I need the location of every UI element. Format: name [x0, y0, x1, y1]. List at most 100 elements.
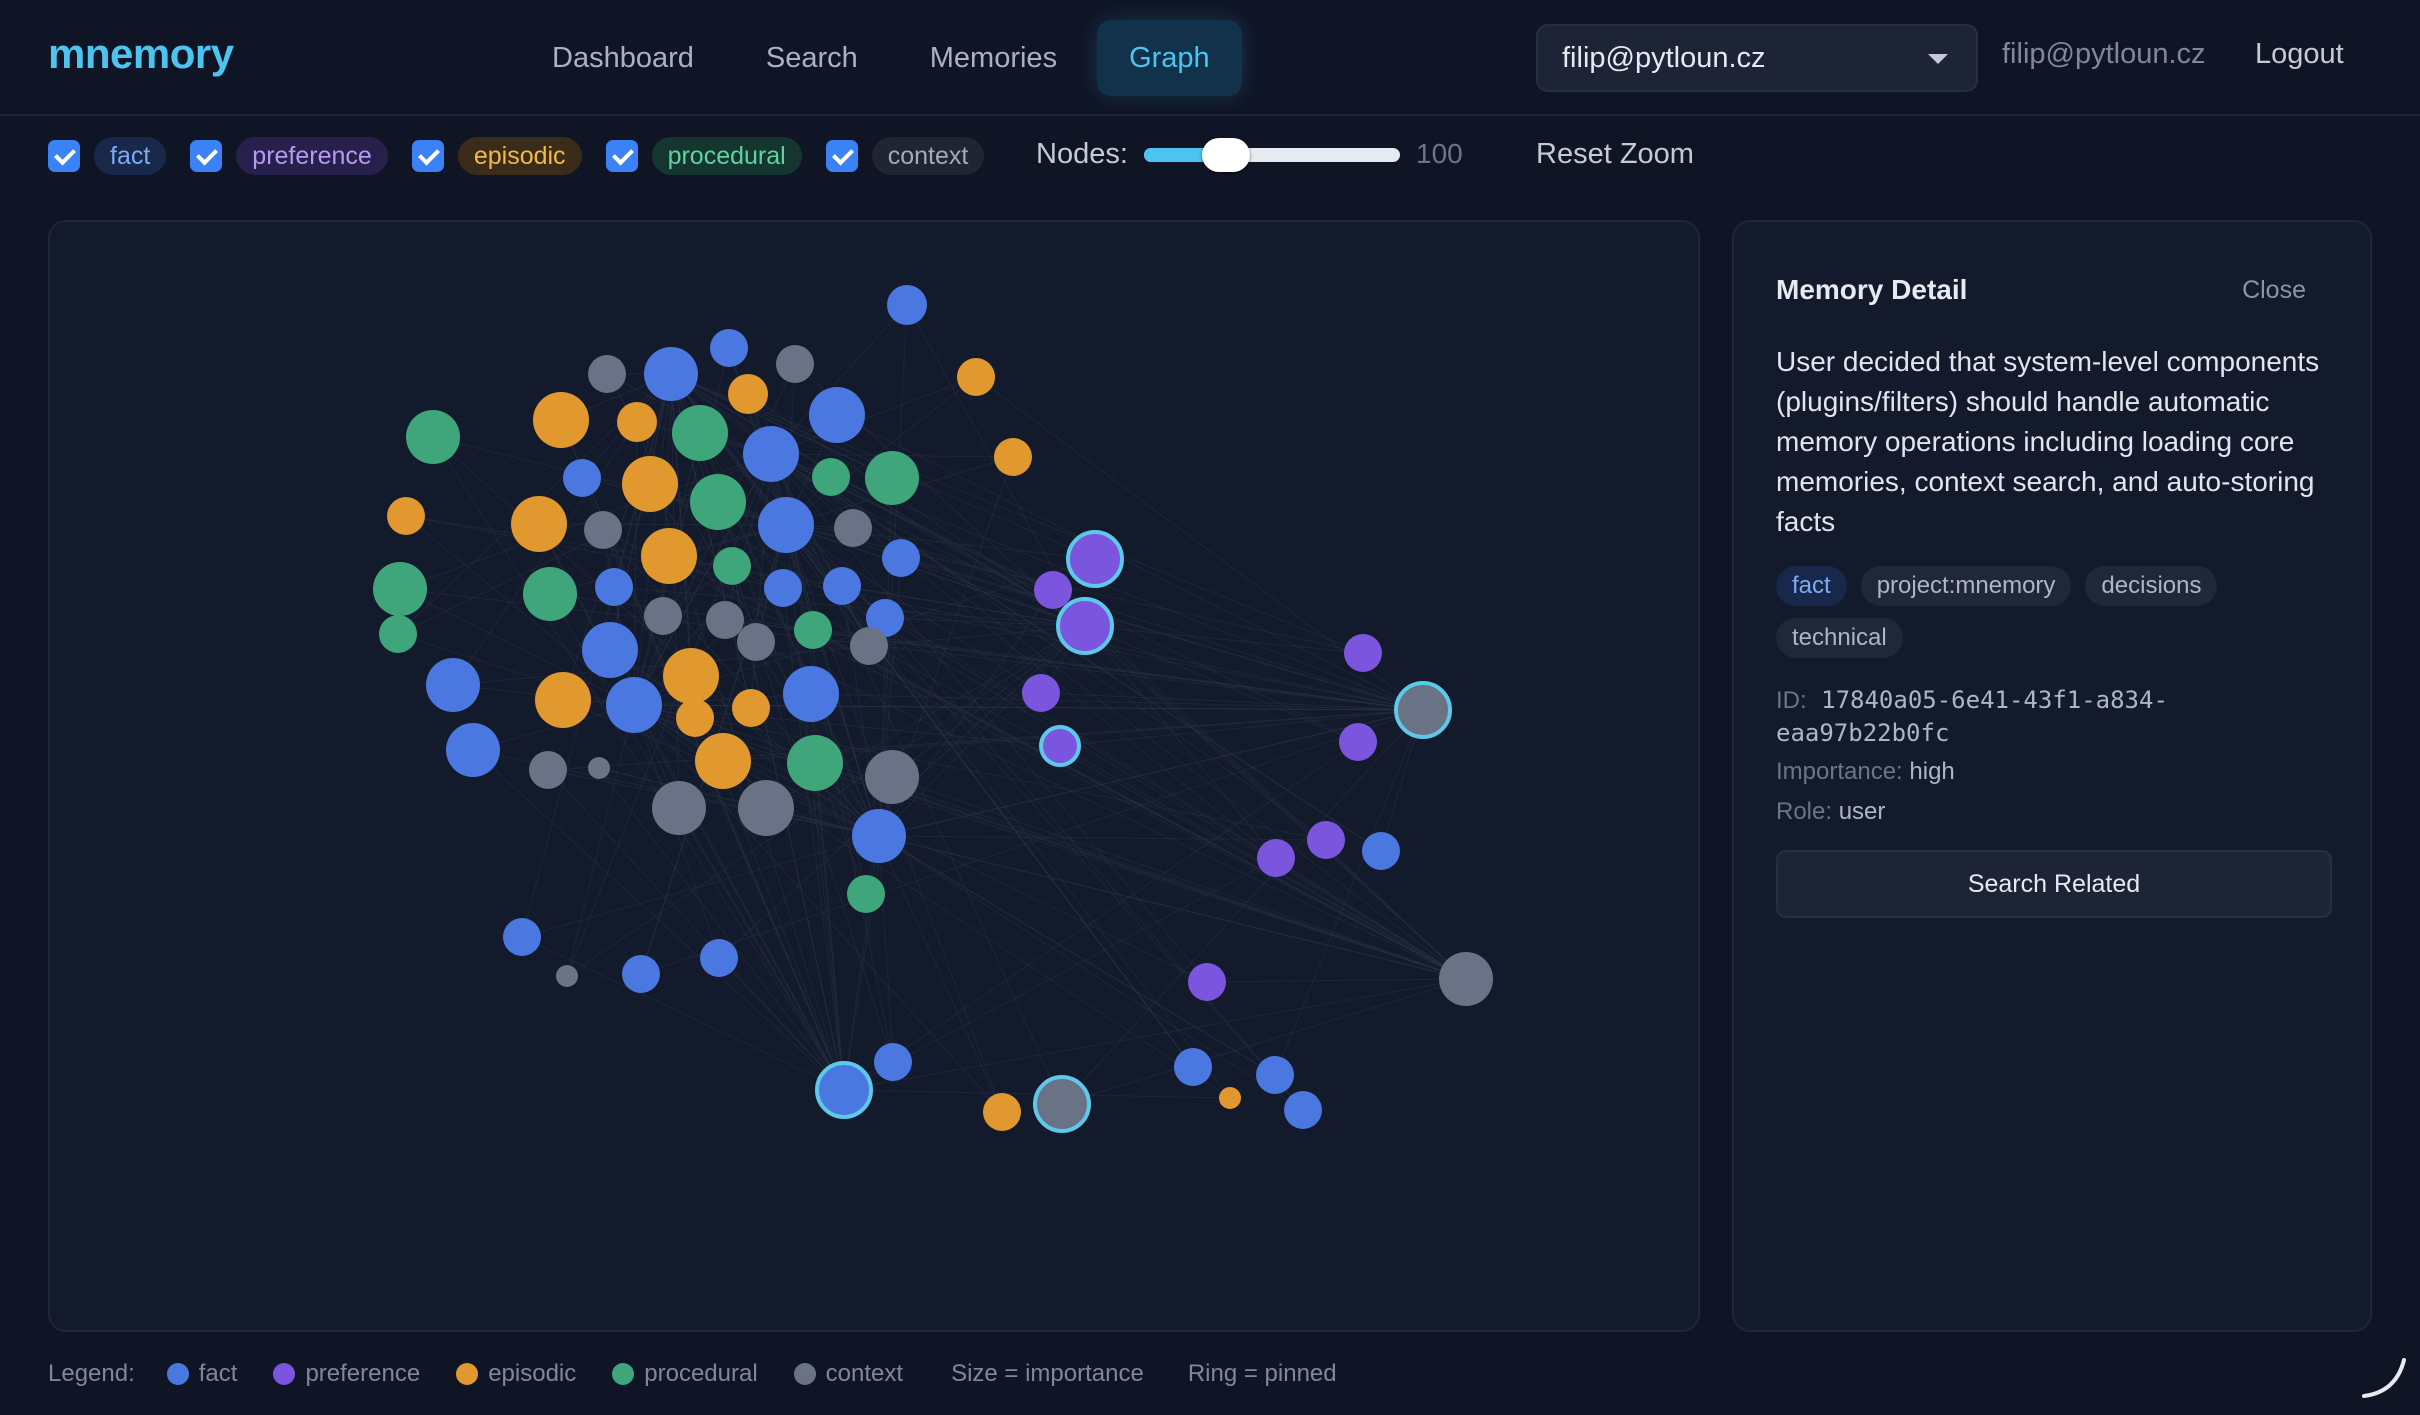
graph-node-procedural[interactable]	[865, 451, 919, 505]
graph-node-episodic[interactable]	[732, 689, 770, 727]
graph-node-fact[interactable]	[644, 347, 698, 401]
app-logo[interactable]: mnemory	[48, 30, 234, 77]
graph-node-episodic[interactable]	[622, 456, 678, 512]
graph-node-fact[interactable]	[809, 387, 865, 443]
graph-node-context[interactable]	[588, 355, 626, 393]
graph-node-episodic[interactable]	[676, 699, 714, 737]
graph-node-fact-pinned[interactable]	[815, 1061, 873, 1119]
graph-node-context[interactable]	[584, 511, 622, 549]
graph-node-context[interactable]	[644, 597, 682, 635]
graph-node-fact[interactable]	[743, 426, 799, 482]
graph-node-context[interactable]	[738, 780, 794, 836]
graph-node-episodic[interactable]	[617, 402, 657, 442]
tag-project[interactable]: project:mnemory	[1860, 566, 2072, 606]
graph-node-episodic[interactable]	[535, 672, 591, 728]
nodes-slider-thumb[interactable]	[1201, 138, 1250, 172]
graph-node-episodic[interactable]	[728, 374, 768, 414]
graph-nodes[interactable]	[373, 285, 1493, 1133]
graph-node-context[interactable]	[850, 627, 888, 665]
filter-procedural-checkbox[interactable]	[605, 140, 638, 172]
graph-node-preference[interactable]	[1339, 723, 1377, 761]
graph-node-fact[interactable]	[882, 539, 920, 577]
graph-node-fact[interactable]	[446, 723, 500, 777]
filter-episodic-checkbox[interactable]	[411, 140, 444, 172]
graph-node-preference[interactable]	[1257, 839, 1295, 877]
nav-dashboard[interactable]: Dashboard	[552, 42, 694, 74]
graph-node-fact[interactable]	[606, 677, 662, 733]
graph-node-context-pinned[interactable]	[1033, 1075, 1091, 1133]
graph-node-procedural[interactable]	[406, 410, 460, 464]
graph-node-fact[interactable]	[503, 918, 541, 956]
graph-node-procedural[interactable]	[794, 611, 832, 649]
graph-node-fact[interactable]	[426, 658, 480, 712]
graph-node-fact[interactable]	[582, 622, 638, 678]
graph-node-fact[interactable]	[710, 329, 748, 367]
tag-technical[interactable]: technical	[1776, 618, 1903, 658]
graph-node-fact[interactable]	[887, 285, 927, 325]
graph-node-procedural[interactable]	[379, 615, 417, 653]
graph-node-procedural[interactable]	[523, 567, 577, 621]
graph-node-episodic[interactable]	[983, 1093, 1021, 1131]
graph-node-fact[interactable]	[823, 567, 861, 605]
graph-node-preference-pinned[interactable]	[1066, 530, 1124, 588]
graph-node-episodic[interactable]	[1219, 1087, 1241, 1109]
graph-node-fact[interactable]	[874, 1043, 912, 1081]
graph-node-episodic[interactable]	[533, 392, 589, 448]
graph-node-context[interactable]	[737, 623, 775, 661]
graph-node-fact[interactable]	[1362, 832, 1400, 870]
filter-fact-checkbox[interactable]	[48, 140, 80, 172]
memory-graph[interactable]	[50, 222, 1700, 1332]
graph-node-context[interactable]	[556, 965, 578, 987]
graph-node-episodic[interactable]	[387, 497, 425, 535]
graph-node-fact[interactable]	[852, 809, 906, 863]
graph-node-episodic[interactable]	[663, 648, 719, 704]
filter-context-checkbox[interactable]	[825, 140, 858, 172]
graph-node-episodic[interactable]	[957, 358, 995, 396]
graph-node-procedural[interactable]	[812, 458, 850, 496]
reset-zoom-button[interactable]: Reset Zoom	[1536, 138, 1694, 170]
nav-memories[interactable]: Memories	[929, 42, 1058, 74]
graph-node-preference[interactable]	[1344, 634, 1382, 672]
graph-node-context[interactable]	[1439, 952, 1493, 1006]
nav-search[interactable]: Search	[765, 42, 858, 74]
graph-node-procedural[interactable]	[373, 562, 427, 616]
graph-node-procedural[interactable]	[690, 474, 746, 530]
filter-preference-checkbox[interactable]	[190, 140, 223, 172]
graph-node-procedural[interactable]	[787, 735, 843, 791]
graph-node-procedural[interactable]	[672, 405, 728, 461]
tag-decisions[interactable]: decisions	[2085, 566, 2218, 606]
graph-canvas[interactable]	[48, 220, 1700, 1332]
graph-node-fact[interactable]	[764, 569, 802, 607]
detail-close-button[interactable]: Close	[2242, 276, 2306, 304]
graph-node-fact[interactable]	[700, 939, 738, 977]
graph-node-episodic[interactable]	[994, 438, 1032, 476]
nodes-slider[interactable]	[1144, 138, 1400, 172]
search-related-button[interactable]: Search Related	[1776, 850, 2332, 918]
graph-node-context[interactable]	[776, 345, 814, 383]
graph-node-fact[interactable]	[1284, 1091, 1322, 1129]
graph-node-preference[interactable]	[1022, 674, 1060, 712]
graph-node-context[interactable]	[529, 751, 567, 789]
graph-node-preference[interactable]	[1188, 963, 1226, 1001]
graph-node-preference[interactable]	[1034, 571, 1072, 609]
graph-node-fact[interactable]	[563, 459, 601, 497]
graph-node-procedural[interactable]	[847, 875, 885, 913]
graph-node-fact[interactable]	[783, 666, 839, 722]
graph-node-episodic[interactable]	[511, 496, 567, 552]
logout-button[interactable]: Logout	[2255, 38, 2344, 70]
graph-node-fact[interactable]	[866, 599, 904, 637]
graph-node-preference-pinned[interactable]	[1039, 725, 1081, 767]
graph-node-preference[interactable]	[1307, 821, 1345, 859]
graph-node-context[interactable]	[706, 601, 744, 639]
graph-node-episodic[interactable]	[695, 733, 751, 789]
graph-node-fact[interactable]	[622, 955, 660, 993]
graph-node-fact[interactable]	[1256, 1056, 1294, 1094]
graph-node-procedural[interactable]	[713, 547, 751, 585]
nav-graph[interactable]: Graph	[1097, 20, 1242, 96]
graph-node-context[interactable]	[588, 757, 610, 779]
graph-node-preference-pinned[interactable]	[1056, 597, 1114, 655]
graph-node-fact[interactable]	[595, 568, 633, 606]
graph-node-context-pinned[interactable]	[1394, 681, 1452, 739]
tag-fact[interactable]: fact	[1776, 566, 1847, 606]
graph-node-context[interactable]	[865, 750, 919, 804]
